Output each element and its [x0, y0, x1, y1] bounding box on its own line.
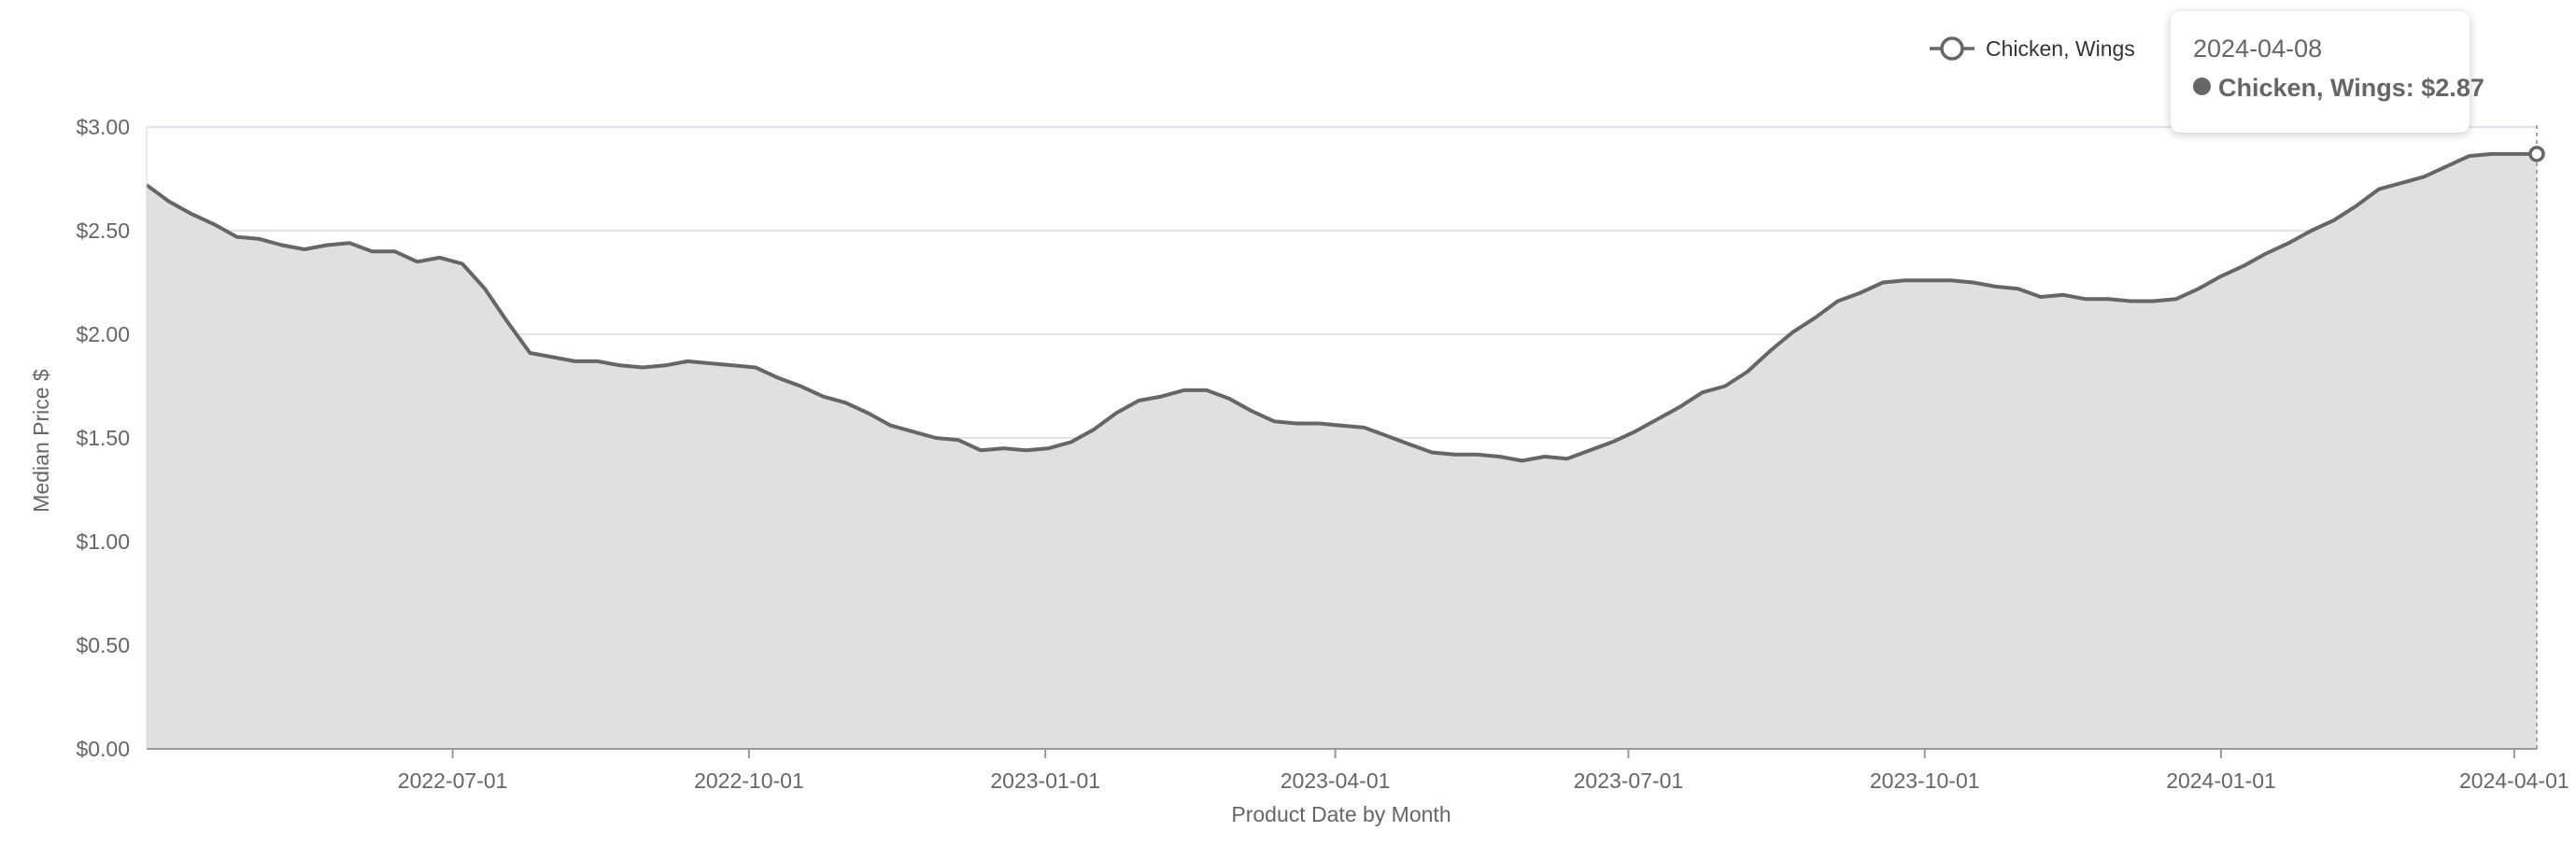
y-tick-label: $1.00 — [76, 529, 130, 554]
legend[interactable]: Chicken, Wings — [1930, 36, 2135, 61]
x-tick-label: 2023-04-01 — [1281, 768, 1391, 793]
hover-data-point[interactable] — [2528, 146, 2545, 162]
x-tick-label: 2024-04-01 — [2459, 768, 2569, 793]
x-tick-label: 2022-10-01 — [694, 768, 804, 793]
tooltip-series-dot-icon — [2193, 78, 2211, 95]
y-axis-tick-labels: $0.00 $0.50 $1.00 $1.50 $2.00 $2.50 $3.00 — [76, 115, 130, 761]
series-line-chicken-wings[interactable] — [145, 151, 2537, 463]
legend-marker-icon — [1940, 36, 1964, 61]
tooltip-value-label: Chicken, Wings: $2.87 — [2218, 74, 2484, 102]
y-tick-label: $3.00 — [76, 115, 130, 139]
tooltip-date: 2024-04-08 — [2193, 35, 2323, 63]
x-tick-label: 2024-01-01 — [2166, 768, 2276, 793]
data-tooltip: 2024-04-08 Chicken, Wings: $2.87 — [2171, 11, 2484, 133]
legend-item-chicken-wings[interactable]: Chicken, Wings — [1986, 36, 2135, 61]
x-tick-label: 2022-07-01 — [398, 768, 508, 793]
y-tick-label: $2.00 — [76, 322, 130, 346]
x-tick-label: 2023-01-01 — [990, 768, 1100, 793]
x-tick-label: 2023-07-01 — [1574, 768, 1684, 793]
y-tick-label: $0.50 — [76, 633, 130, 657]
y-tick-label: $1.50 — [76, 426, 130, 450]
x-tick-label: 2023-10-01 — [1870, 768, 1980, 793]
axes — [146, 127, 2537, 750]
series-area-fill — [147, 153, 2537, 749]
y-tick-label: $0.00 — [76, 737, 130, 761]
x-axis-title: Product Date by Month — [1231, 802, 1451, 826]
y-axis-title: Median Price $ — [29, 369, 53, 513]
y-tick-label: $2.50 — [76, 219, 130, 243]
tooltip-value-row: Chicken, Wings: $2.87 — [2193, 73, 2484, 103]
x-axis-tick-labels: 2022-07-01 2022-10-01 2023-01-01 2023-04-01… — [398, 749, 2569, 793]
